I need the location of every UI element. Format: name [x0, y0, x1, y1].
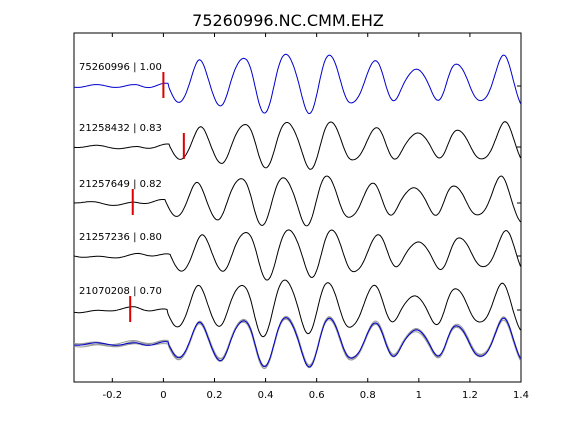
x-tick-label: 0.6: [309, 390, 325, 401]
trace-line: [73, 229, 521, 281]
trace-label: 21258432 | 0.83: [79, 123, 162, 134]
trace-label: 21257236 | 0.80: [79, 232, 162, 243]
trace-label: 21070208 | 0.70: [79, 286, 162, 297]
overlay-trace-line: [73, 317, 521, 368]
trace-line: [73, 53, 521, 115]
trace-line: [73, 175, 521, 227]
chart-title: 75260996.NC.CMM.EHZ: [192, 11, 384, 30]
x-tick-label: 1.2: [462, 390, 478, 401]
overlay-trace-line: [73, 317, 521, 369]
trace-line: [73, 121, 521, 170]
trace-label: 21257649 | 0.82: [79, 179, 162, 190]
x-tick-label: 0.2: [207, 390, 223, 401]
plot-frame: [73, 32, 522, 383]
overlay-group: [73, 315, 521, 370]
trace-label: 75260996 | 1.00: [79, 62, 162, 73]
x-tick-label: 1: [416, 390, 422, 401]
x-tick-label: 1.4: [513, 390, 529, 401]
x-tick-label: 0: [160, 390, 166, 401]
trace-label-group: 75260996 | 1.00 21258432 | 0.83 21257649 |…: [79, 62, 162, 297]
x-tick-label: 0.4: [258, 390, 274, 401]
x-axis: -0.2 0 0.2 0.4 0.6 0.8 1 1.2 1.4: [103, 33, 529, 401]
x-tick-label: -0.2: [103, 390, 123, 401]
x-tick-label: 0.8: [360, 390, 376, 401]
overlay-trace-line: [73, 315, 521, 370]
trace-line: [73, 279, 521, 338]
trace-group: [73, 53, 521, 338]
